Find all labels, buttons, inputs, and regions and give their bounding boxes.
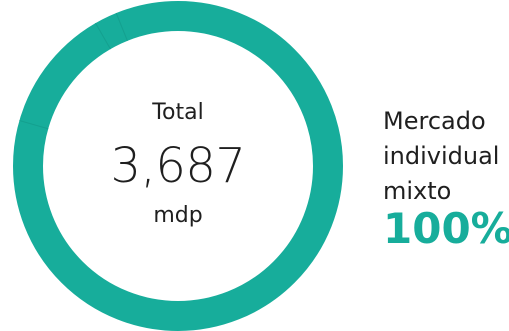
legend-line-2: individual [383, 141, 500, 170]
donut-slice-0 [13, 1, 343, 331]
center-total-label: Total [152, 100, 204, 125]
donut-seam-1 [115, 12, 128, 42]
legend: Mercado individual mixto 100% [383, 104, 509, 254]
center-total-value: 3,687 [110, 138, 246, 194]
donut-seam-0 [95, 22, 111, 50]
legend-percentage: 100% [383, 204, 509, 254]
legend-line-3: mixto [383, 176, 452, 205]
legend-line-1: Mercado [383, 107, 486, 135]
center-total-unit: mdp [153, 203, 203, 228]
donut-seam-2 [19, 120, 49, 130]
